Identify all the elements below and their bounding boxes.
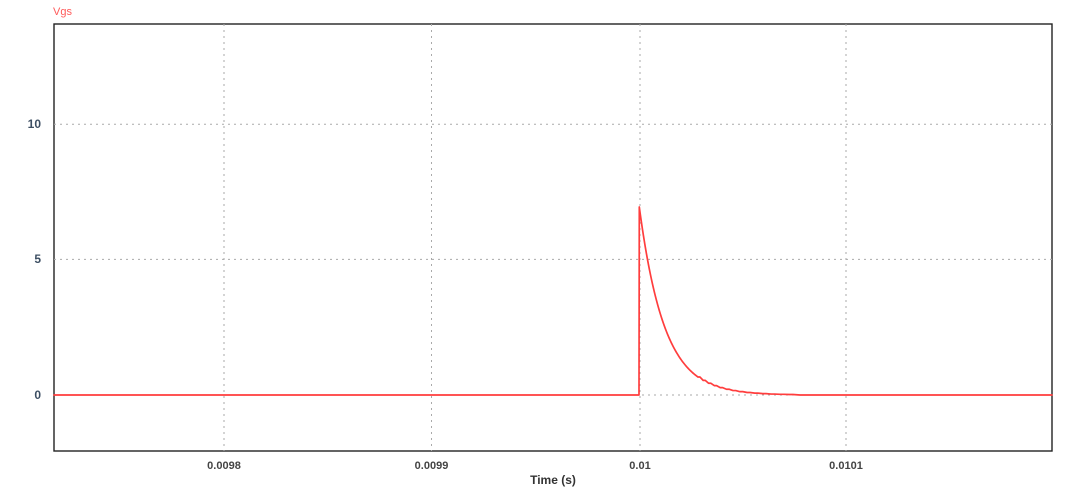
svg-text:5: 5	[34, 252, 41, 266]
svg-text:0: 0	[34, 388, 41, 402]
svg-text:0.0101: 0.0101	[829, 460, 863, 472]
svg-text:10: 10	[28, 117, 42, 131]
svg-text:0.0099: 0.0099	[415, 460, 449, 472]
svg-text:Vgs: Vgs	[53, 6, 72, 18]
svg-text:0.01: 0.01	[629, 460, 650, 472]
svg-text:Time (s): Time (s)	[530, 473, 576, 487]
svg-text:0.0098: 0.0098	[207, 460, 241, 472]
